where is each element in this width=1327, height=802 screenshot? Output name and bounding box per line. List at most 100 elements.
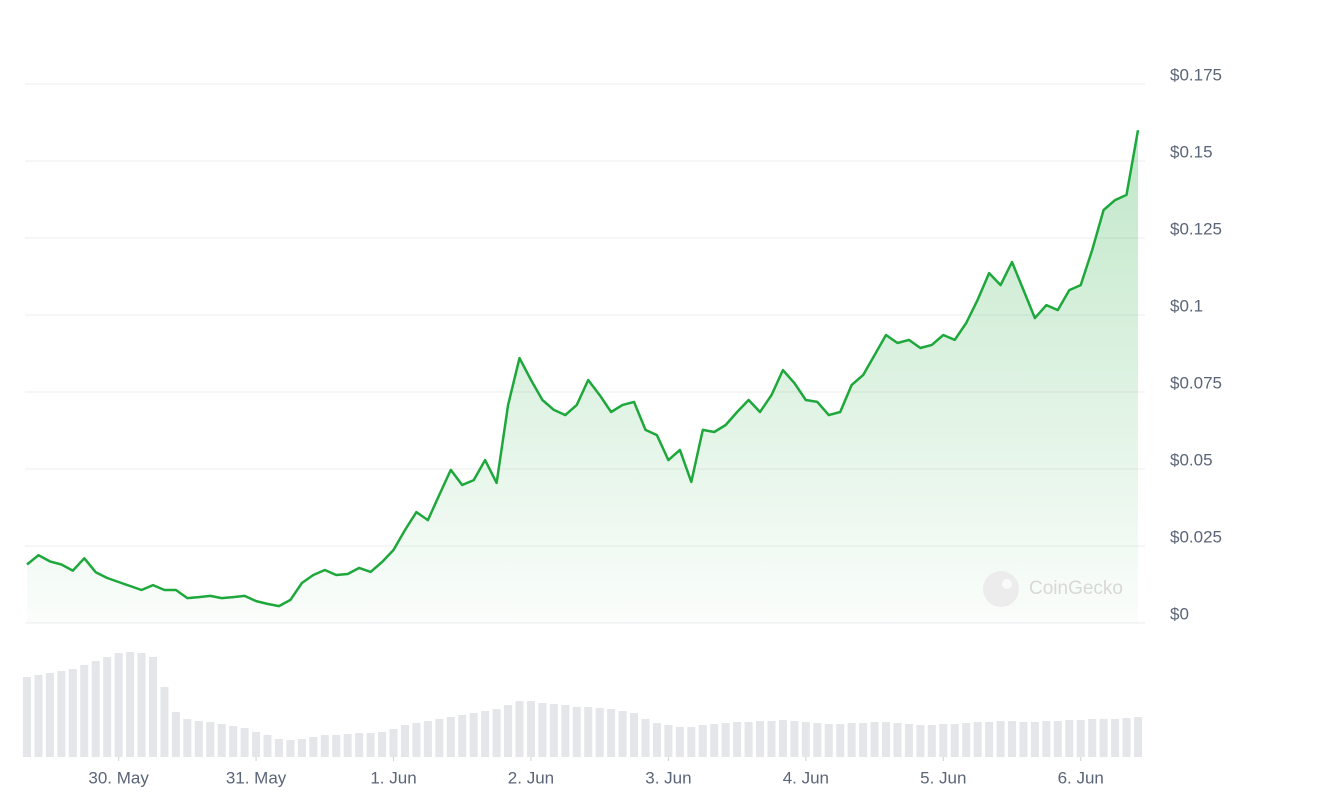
volume-bar — [160, 687, 169, 757]
volume-bar — [767, 721, 776, 757]
volume-bar — [286, 740, 295, 757]
volume-bar — [366, 733, 375, 757]
volume-bar — [1019, 722, 1028, 757]
volume-bar — [607, 709, 616, 757]
volume-bar — [538, 703, 547, 757]
volume-bar — [572, 707, 581, 757]
volume-bar — [206, 722, 215, 757]
volume-bar — [721, 723, 730, 757]
y-tick-label: $0.025 — [1170, 527, 1222, 546]
volume-bar — [91, 661, 100, 757]
volume-bar — [630, 713, 639, 757]
volume-bar — [68, 669, 77, 757]
volume-bar — [400, 725, 409, 757]
volume-bar — [332, 735, 341, 757]
volume-bar — [549, 704, 558, 757]
volume-bar — [813, 723, 822, 757]
volume-bar — [904, 724, 913, 757]
volume-bar — [194, 721, 203, 757]
y-tick-label: $0.1 — [1170, 296, 1203, 315]
volume-bar — [80, 665, 89, 757]
volume-bar — [1030, 722, 1039, 757]
volume-bar — [458, 715, 467, 757]
volume-bar — [263, 735, 272, 757]
volume-bar — [710, 724, 719, 757]
y-tick-label: $0 — [1170, 604, 1189, 623]
volume-bar — [309, 737, 318, 757]
volume-bar — [595, 708, 604, 757]
volume-bar — [504, 705, 513, 757]
volume-bar — [126, 652, 135, 757]
volume-bar — [973, 722, 982, 757]
volume-bar — [355, 733, 364, 757]
volume-bar — [618, 711, 627, 757]
volume-bar — [217, 724, 226, 757]
volume-bar — [1076, 720, 1085, 757]
y-tick-label: $0.075 — [1170, 373, 1222, 392]
volume-bar — [675, 727, 684, 757]
volume-bar — [687, 727, 696, 757]
volume-bar — [733, 722, 742, 757]
volume-bar — [652, 723, 661, 757]
volume-bar — [45, 673, 54, 757]
y-tick-label: $0.15 — [1170, 142, 1213, 161]
volume-bar — [962, 723, 971, 757]
y-tick-label: $0.05 — [1170, 450, 1213, 469]
volume-bar — [57, 671, 66, 757]
volume-bar — [423, 721, 432, 757]
volume-bar — [1122, 718, 1131, 757]
volume-bar — [171, 712, 180, 757]
volume-bar — [252, 732, 261, 757]
volume-bar — [229, 726, 238, 757]
volume-bar — [916, 725, 925, 757]
volume-bar — [939, 724, 948, 757]
volume-bar — [744, 722, 753, 757]
volume-bar — [1065, 720, 1074, 757]
watermark: CoinGecko — [983, 571, 1123, 607]
volume-bar — [927, 725, 936, 757]
volume-bar — [664, 725, 673, 757]
volume-bar — [1111, 719, 1120, 757]
volume-bar — [22, 677, 32, 757]
volume-bar — [114, 653, 123, 757]
x-tick-label: 6. Jun — [1058, 768, 1104, 787]
volume-bar — [778, 720, 787, 757]
volume-bar — [320, 735, 329, 757]
volume-bar — [1042, 721, 1051, 757]
volume-bar — [893, 723, 902, 757]
y-tick-label: $0.175 — [1170, 65, 1222, 84]
volume-bar — [1053, 721, 1062, 757]
volume-bar — [469, 713, 478, 757]
volume-bar — [1088, 719, 1097, 757]
volume-bar — [389, 729, 398, 757]
volume-bar — [847, 723, 856, 757]
volume-bar — [492, 709, 501, 757]
volume-bar — [882, 722, 891, 757]
volume-bar — [985, 722, 994, 757]
volume-bar — [34, 675, 43, 757]
volume-bar — [148, 657, 157, 757]
volume-bar — [756, 721, 765, 757]
x-tick-label: 31. May — [226, 768, 287, 787]
volume-bar — [1133, 717, 1143, 757]
x-tick-label: 4. Jun — [783, 768, 829, 787]
volume-bar — [996, 721, 1005, 757]
volume-bar — [412, 723, 421, 757]
volume-bar — [137, 653, 146, 757]
volume-bar — [103, 657, 112, 757]
volume-bar — [836, 724, 845, 757]
volume-bar — [859, 723, 868, 757]
volume-bar — [297, 739, 306, 757]
volume-bar — [790, 721, 799, 757]
price-area — [27, 130, 1138, 623]
volume-bar — [698, 725, 707, 757]
x-tick-label: 1. Jun — [370, 768, 416, 787]
x-tick-label: 3. Jun — [645, 768, 691, 787]
volume-bar — [870, 722, 879, 757]
price-line — [26, 129, 1140, 608]
volume-bar — [801, 722, 810, 757]
y-tick-label: $0.125 — [1170, 219, 1222, 238]
volume-bar — [378, 732, 387, 757]
